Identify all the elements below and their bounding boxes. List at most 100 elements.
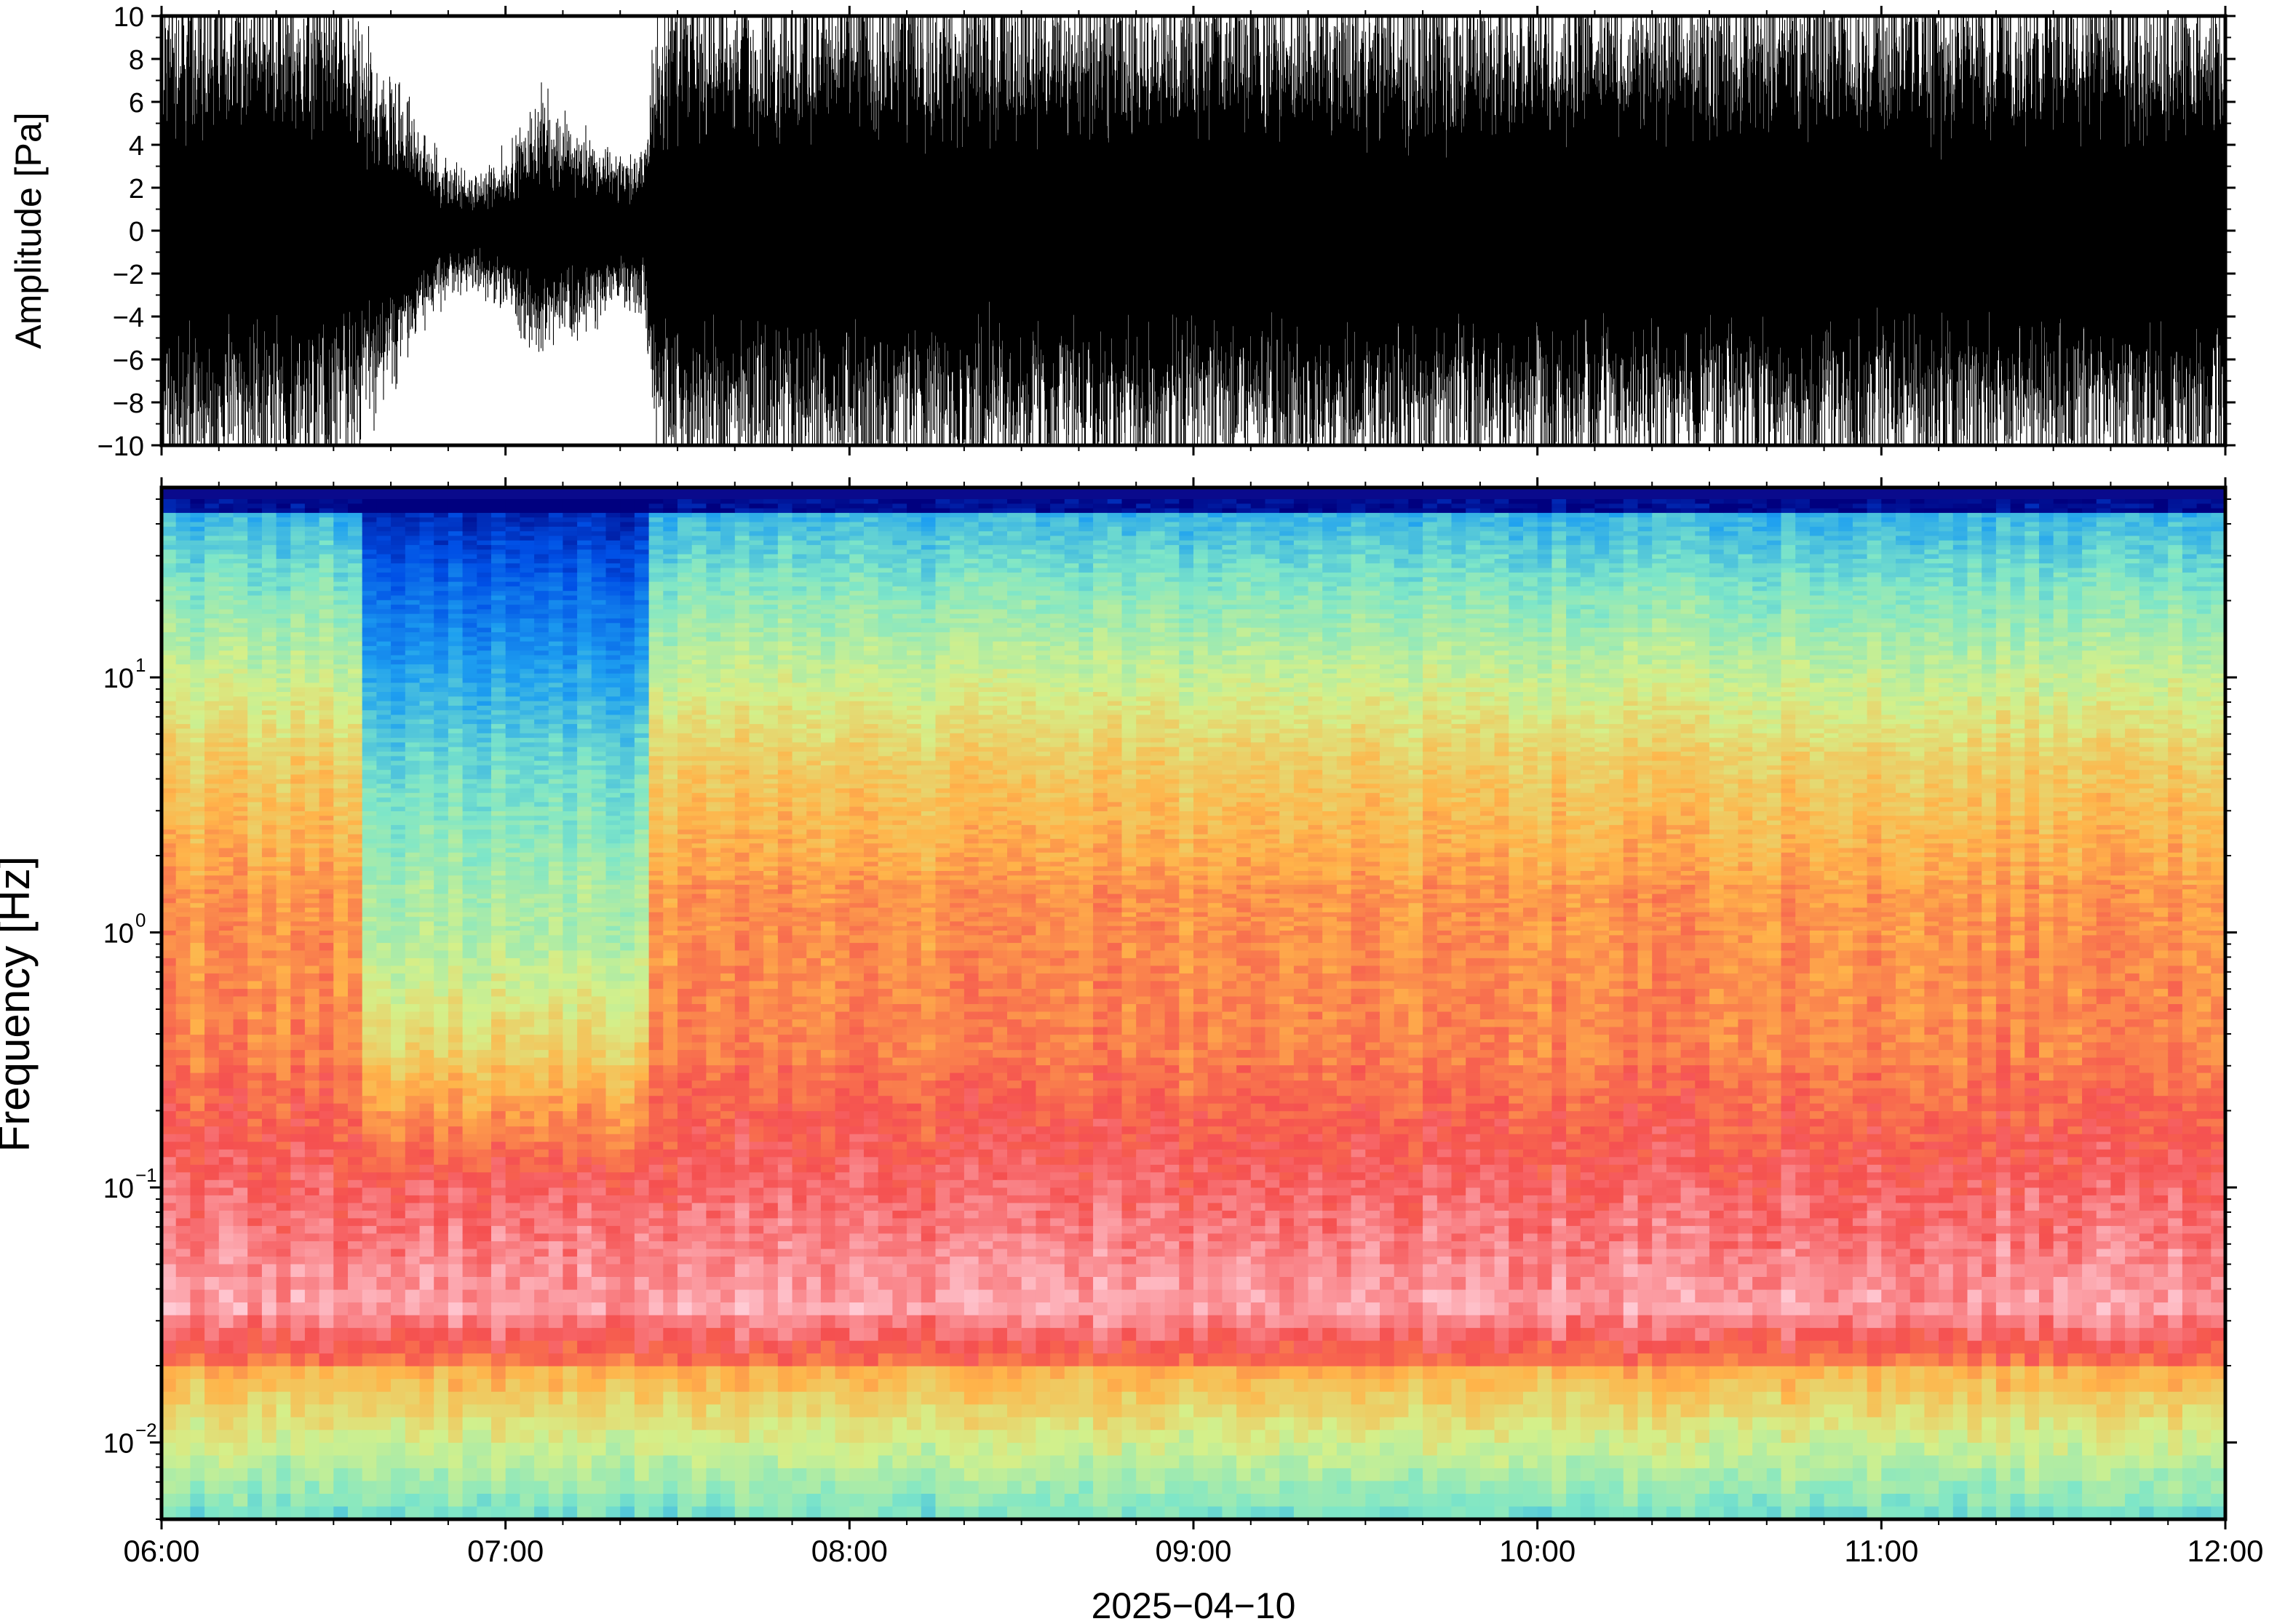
spectrogram-cell xyxy=(190,1455,205,1469)
spectrogram-cell xyxy=(448,912,464,918)
spectrogram-cell xyxy=(491,1404,506,1418)
spectrogram-cell xyxy=(577,581,592,587)
spectrogram-cell xyxy=(348,1289,363,1303)
spectrogram-cell xyxy=(333,848,349,853)
spectrogram-cell xyxy=(233,958,248,966)
spectrogram-cell xyxy=(548,554,564,560)
spectrogram-cell xyxy=(419,692,434,697)
spectrogram-cell xyxy=(534,705,549,711)
spectrogram-cell xyxy=(304,1241,320,1250)
spectrogram-cell xyxy=(491,1366,506,1380)
spectrogram-cell xyxy=(491,645,506,651)
spectrogram-cell xyxy=(434,526,449,532)
spectrogram-cell xyxy=(405,503,421,509)
spectrogram-cell xyxy=(276,581,291,587)
spectrogram-cell xyxy=(534,770,549,776)
spectrogram-cell xyxy=(548,637,564,642)
spectrogram-cell xyxy=(434,655,449,661)
spectrogram-cell xyxy=(448,669,464,674)
spectrogram-cell xyxy=(505,1277,520,1291)
spectrogram-cell xyxy=(491,650,506,656)
spectrogram-cell xyxy=(175,788,191,794)
spectrogram-cell xyxy=(190,857,205,862)
spectrogram-cell xyxy=(448,1210,464,1219)
spectrogram-cell xyxy=(477,696,492,702)
spectrogram-cell xyxy=(348,719,363,725)
spectrogram-cell xyxy=(218,852,234,858)
spectrogram-cell xyxy=(333,522,349,528)
spectrogram-cell xyxy=(348,508,363,514)
spectrogram-cell xyxy=(534,1011,549,1020)
spectrogram-cell xyxy=(434,581,449,587)
spectrogram-cell xyxy=(405,655,421,661)
spectrogram-cell xyxy=(434,696,449,702)
spectrogram-cell xyxy=(175,659,191,665)
spectrogram-cell xyxy=(333,1328,349,1342)
spectrogram-cell xyxy=(434,1442,449,1456)
spectrogram-cell xyxy=(348,605,363,610)
spectrogram-cell xyxy=(405,966,421,974)
spectrogram-cell xyxy=(233,966,248,974)
spectrogram-cell xyxy=(247,1149,263,1158)
spectrogram-cell xyxy=(534,1096,549,1104)
spectrogram-cell xyxy=(247,843,263,849)
spectrogram-cell xyxy=(276,1494,291,1508)
spectrogram-cell xyxy=(534,792,549,798)
spectrogram-cell xyxy=(290,848,306,853)
spectrogram-cell xyxy=(376,554,392,560)
spectrogram-cell xyxy=(190,613,205,619)
spectrogram-cell xyxy=(391,824,406,830)
spectrogram-cell xyxy=(319,503,334,509)
spectrogram-cell xyxy=(162,838,177,844)
spectrogram-cell xyxy=(348,824,363,830)
spectrogram-cell xyxy=(462,903,477,909)
spectrogram-cell xyxy=(391,765,406,771)
spectrogram-cell xyxy=(233,1210,248,1219)
spectrogram-cell xyxy=(462,1494,477,1508)
spectrogram-cell xyxy=(448,1302,464,1316)
spectrogram-cell xyxy=(434,1187,449,1196)
spectrogram-cell xyxy=(520,669,535,674)
spectrogram-cell xyxy=(218,1210,234,1219)
spectrogram-cell xyxy=(204,1096,220,1104)
spectrogram-cell xyxy=(204,765,220,771)
spectrogram-cell xyxy=(405,738,421,743)
spectrogram-cell xyxy=(304,605,320,610)
spectrogram-cell xyxy=(577,885,592,890)
spectrogram-cell xyxy=(477,728,492,734)
spectrogram-cell xyxy=(348,664,363,669)
spectrogram-cell xyxy=(462,669,477,674)
spectrogram-cell xyxy=(333,1257,349,1265)
spectrogram-cell xyxy=(175,1494,191,1508)
spectrogram-cell xyxy=(534,1157,549,1166)
spectrogram-cell xyxy=(563,1118,578,1127)
spectrogram-cell xyxy=(391,733,406,739)
spectrogram-cell xyxy=(376,1126,392,1135)
spectrogram-cell xyxy=(233,779,248,784)
spectrogram-cell xyxy=(577,926,592,931)
spectrogram-cell xyxy=(434,1455,449,1469)
spectrogram-cell xyxy=(477,1065,492,1074)
spectrogram-cell xyxy=(605,632,621,637)
spectrogram-cell xyxy=(333,618,349,624)
spectrogram-cell xyxy=(491,710,506,716)
spectrogram-cell xyxy=(247,1442,263,1456)
spectrogram-cell xyxy=(591,540,607,546)
spectrogram-cell xyxy=(448,1249,464,1257)
spectrogram-cell xyxy=(591,802,607,808)
spectrogram-cell xyxy=(362,1118,377,1127)
spectrogram-cell xyxy=(491,659,506,665)
spectrogram-cell xyxy=(563,912,578,918)
spectrogram-cell xyxy=(319,834,334,840)
spectrogram-cell xyxy=(304,728,320,734)
spectrogram-cell xyxy=(419,678,434,683)
spectrogram-cell xyxy=(204,806,220,812)
spectrogram-cell xyxy=(462,981,477,990)
spectrogram-cell xyxy=(362,861,377,867)
spectrogram-cell xyxy=(175,811,191,816)
spectrogram-cell xyxy=(162,1468,177,1481)
spectrogram-cell xyxy=(348,1164,363,1173)
spectrogram-cell xyxy=(333,719,349,725)
spectrogram-cell xyxy=(333,669,349,674)
spectrogram-cell xyxy=(477,1042,492,1051)
